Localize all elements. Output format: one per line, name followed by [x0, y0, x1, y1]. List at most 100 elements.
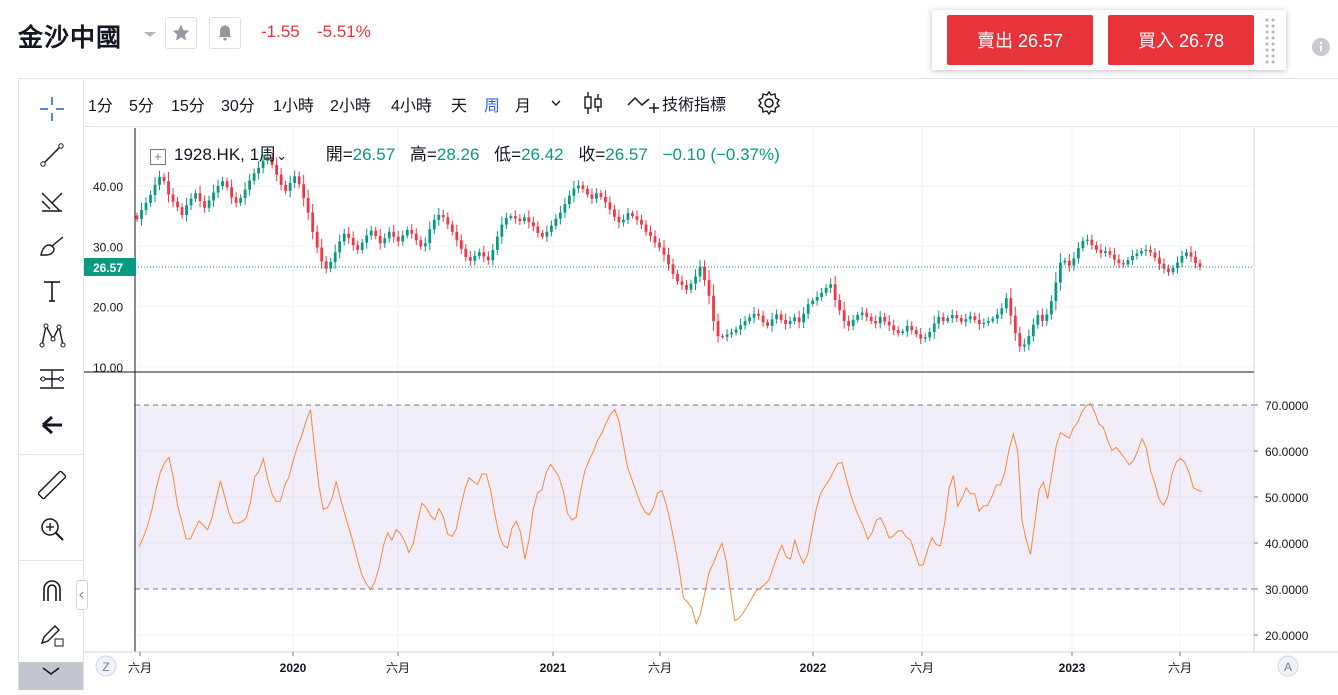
buy-button[interactable]: 買入 26.78 [1108, 15, 1254, 65]
rsi-tick-label: 50.0000 [1265, 491, 1309, 505]
sell-button[interactable]: 賣出 26.57 [947, 15, 1093, 65]
candle-body [869, 316, 873, 322]
legend-open: 26.57 [352, 145, 396, 164]
collapse-toolbar-button[interactable] [76, 580, 88, 610]
candle-body [1158, 257, 1161, 264]
candle-body [788, 321, 792, 325]
candle-body [707, 280, 711, 296]
candle-body [878, 316, 882, 324]
favorite-button[interactable] [165, 17, 197, 49]
chevron-down-icon[interactable]: ⌄ [276, 148, 287, 163]
candle-body [203, 201, 206, 208]
candle-body [464, 248, 468, 258]
indicators-button[interactable]: 技術指標 [626, 90, 726, 116]
bell-icon [218, 25, 232, 41]
text-tool[interactable] [37, 276, 67, 306]
square-plus-icon[interactable]: + [150, 149, 166, 165]
candle-body [270, 157, 274, 165]
candle-body [329, 261, 333, 269]
timeframe-1h[interactable]: 1小時 [273, 98, 314, 115]
timeframe-2h[interactable]: 2小時 [330, 98, 371, 115]
timeframe-month[interactable]: 月 [515, 98, 532, 115]
fib-tool[interactable] [37, 186, 67, 216]
time-tick-label: 六月 [648, 661, 672, 675]
candle-body [185, 205, 188, 215]
candle-body [414, 233, 418, 241]
candle-body [518, 218, 522, 221]
candle-body [851, 319, 855, 326]
alert-button[interactable] [209, 17, 241, 49]
chevron-left-icon [79, 591, 84, 599]
back-tool[interactable] [37, 410, 67, 440]
legend-symbol[interactable]: 1928.HK, 1周 [174, 145, 277, 164]
candle-body [1194, 256, 1197, 264]
candle-body [378, 236, 382, 244]
timeframe-4h[interactable]: 4小時 [391, 98, 432, 115]
timeframe-30m[interactable]: 30分 [221, 98, 255, 115]
candle-body [387, 231, 391, 239]
price-tick-label: 40.00 [93, 180, 123, 194]
candle-body [617, 216, 621, 223]
candle-body [770, 319, 774, 326]
timeframe-5m[interactable]: 5分 [129, 98, 154, 115]
chevron-down-icon[interactable] [548, 95, 564, 111]
ruler-tool[interactable] [37, 470, 67, 500]
candle-body [941, 316, 945, 322]
auto-scale-button[interactable] [1277, 655, 1299, 677]
candle-body [1095, 245, 1098, 250]
candle-body [1067, 260, 1071, 266]
candle-body [1099, 249, 1103, 253]
timeframe-15m[interactable]: 15分 [171, 98, 205, 115]
expand-drawings-button[interactable] [19, 662, 83, 690]
candle-body [806, 304, 810, 314]
zoom-tool[interactable] [37, 514, 67, 544]
candle-body [1076, 248, 1080, 259]
candle-body [577, 185, 580, 189]
time-tick-label: 六月 [910, 661, 934, 675]
gear-icon[interactable] [756, 90, 782, 116]
candle-body [721, 336, 724, 338]
candle-body [1049, 301, 1053, 315]
candle-body [396, 236, 400, 242]
candle-body [658, 242, 661, 248]
ruler-icon [38, 471, 66, 499]
star-icon [172, 24, 190, 41]
candles-icon[interactable] [582, 90, 604, 116]
brush-tool[interactable] [37, 232, 67, 262]
info-icon[interactable] [1312, 38, 1330, 56]
candle-body [491, 249, 495, 261]
candle-body [599, 193, 603, 197]
candle-body [698, 266, 702, 277]
pattern-icon [39, 323, 66, 348]
candle-body [779, 314, 783, 320]
zoom-reset-button[interactable] [95, 655, 117, 677]
candle-body [572, 188, 576, 196]
legend-open-label: 開= [325, 145, 353, 164]
candle-body [559, 212, 562, 219]
candle-body [1153, 252, 1157, 258]
candle-body [775, 314, 778, 320]
candle-body [324, 261, 328, 269]
timeframe-week[interactable]: 周 [484, 98, 501, 115]
candle-body [234, 197, 238, 203]
timeframe-1m[interactable]: 1分 [88, 98, 113, 115]
chevron-down-icon[interactable] [140, 24, 160, 44]
candle-body [752, 313, 756, 318]
candle-body [739, 325, 742, 330]
price-tick-label: 20.00 [93, 301, 123, 315]
candle-body [383, 238, 387, 244]
candle-body [135, 215, 139, 220]
crosshair-tool[interactable] [37, 94, 67, 124]
pitchfork-icon [41, 192, 63, 212]
candle-body [595, 193, 598, 199]
pattern-tool[interactable] [37, 320, 67, 350]
measure-tool[interactable] [37, 364, 67, 394]
range-icon [40, 369, 64, 389]
trend-line-tool[interactable] [37, 140, 67, 170]
timeframe-day[interactable]: 天 [451, 98, 468, 115]
magnet-tool[interactable] [37, 576, 67, 606]
drag-handle-icon[interactable] [1264, 16, 1278, 64]
candle-body [797, 317, 801, 323]
lock-drawings-tool[interactable] [37, 620, 67, 650]
